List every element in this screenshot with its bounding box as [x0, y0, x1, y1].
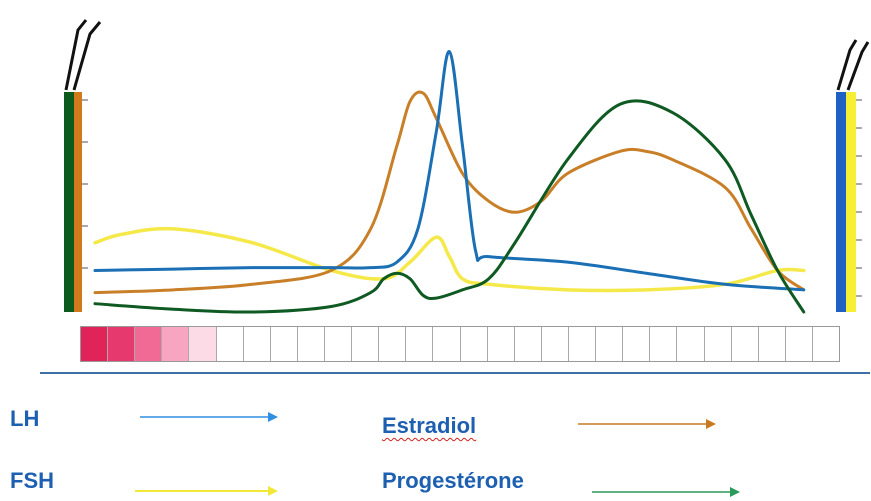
- cycle-day-cell: [298, 327, 325, 361]
- cycle-day-cell: [488, 327, 515, 361]
- cycle-day-cell: [108, 327, 136, 361]
- legend-divider: [40, 372, 870, 374]
- cycle-day-cell: [732, 327, 759, 361]
- left-axis-orange-bar: [74, 92, 82, 312]
- cycle-day-cell: [325, 327, 353, 361]
- cycle-day-cell: [217, 327, 244, 361]
- cycle-day-cell: [705, 327, 732, 361]
- legend-arrow-fsh: [135, 486, 278, 496]
- cycle-day-strip: [80, 326, 840, 362]
- left-axis-ticks: [82, 99, 88, 269]
- cycle-day-cell: [461, 327, 488, 361]
- series-line-estradiol: [93, 90, 806, 295]
- cycle-day-cell: [542, 327, 569, 361]
- right-axis-ticks: [856, 99, 862, 297]
- right-axis-header-scribble: [836, 39, 870, 91]
- legend-label-progesterone: Progestérone: [382, 468, 524, 493]
- cycle-day-cell: [162, 327, 190, 361]
- cycle-day-cell: [189, 327, 217, 361]
- cycle-day-cell: [433, 327, 461, 361]
- series-layer: [93, 50, 806, 314]
- legend-arrow-estradiol: [578, 419, 716, 429]
- cycle-day-cell: [352, 327, 380, 361]
- cycle-day-cell: [650, 327, 678, 361]
- series-line-fsh: [93, 226, 806, 293]
- right-axis-yellow-bar: [846, 92, 856, 312]
- cycle-day-cell: [677, 327, 705, 361]
- cycle-day-cell: [623, 327, 651, 361]
- legend-arrow-progesterone: [592, 487, 740, 497]
- cycle-day-cell: [786, 327, 813, 361]
- series-line-lh: [93, 50, 806, 292]
- cycle-day-cell: [244, 327, 271, 361]
- hormone-cycle-chart: [64, 19, 870, 314]
- cycle-day-cell: [379, 327, 407, 361]
- cycle-day-cell: [81, 327, 109, 361]
- cycle-day-cell: [569, 327, 597, 361]
- cycle-day-cell: [813, 327, 839, 361]
- cycle-day-cell: [271, 327, 298, 361]
- cycle-day-cell: [135, 327, 163, 361]
- legend-label-lh: LH: [10, 406, 40, 431]
- legend-label-fsh: FSH: [10, 468, 54, 493]
- cycle-day-cell: [515, 327, 542, 361]
- right-axis-blue-bar: [836, 92, 846, 312]
- left-axis-green-bar: [64, 92, 74, 312]
- cycle-day-cell: [596, 327, 624, 361]
- cycle-day-cell: [406, 327, 434, 361]
- legend-arrow-lh: [140, 412, 278, 422]
- cycle-day-cell: [759, 327, 786, 361]
- series-line-progest-rone: [93, 99, 806, 314]
- left-axis-header-scribble: [64, 19, 102, 91]
- legend-label-estradiol: Estradiol: [382, 413, 477, 438]
